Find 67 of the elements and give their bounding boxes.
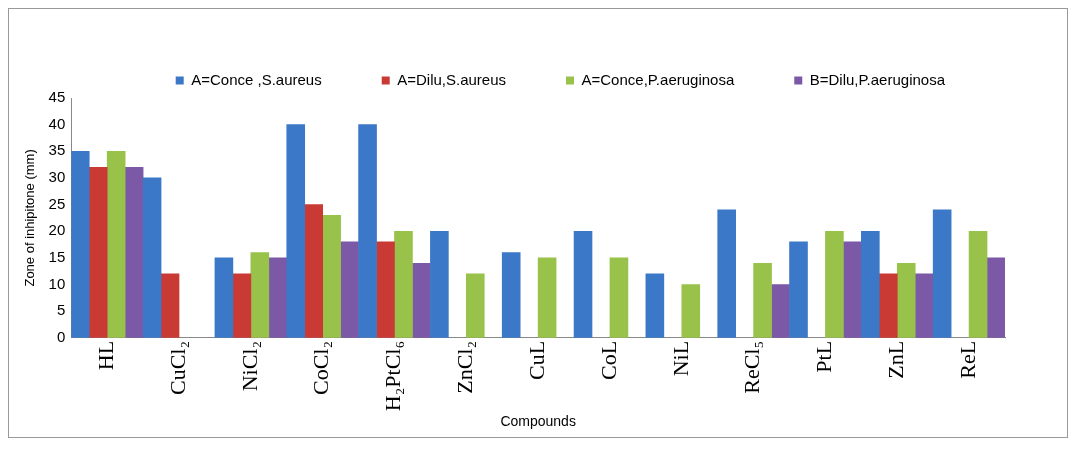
x-tick-label: CuL <box>523 340 549 380</box>
y-tick-label: 5 <box>56 301 66 319</box>
x-tick-label: HL <box>92 340 118 371</box>
bar <box>430 230 449 338</box>
y-tick-label: 20 <box>48 221 66 239</box>
bar <box>71 150 90 338</box>
bar <box>537 257 557 338</box>
bar <box>501 252 521 338</box>
y-tick-label: 40 <box>48 114 66 132</box>
x-axis-title: Compounds <box>500 413 576 430</box>
x-tick-label: ReL <box>954 340 980 379</box>
bar <box>88 166 108 338</box>
y-tick-label: 35 <box>48 141 66 159</box>
bar <box>825 230 844 338</box>
legend-label: A=Conce,P.aeruginosa <box>581 70 735 88</box>
y-tick-label: 25 <box>48 194 66 212</box>
bar <box>232 273 252 338</box>
x-tick-label: CuCl₂ <box>164 340 190 395</box>
bar <box>986 257 1005 338</box>
bar <box>932 209 952 338</box>
bar <box>394 230 413 338</box>
x-tick-label: NiL <box>667 340 693 377</box>
bar <box>304 204 323 338</box>
bar <box>573 230 593 338</box>
bar <box>286 124 306 338</box>
x-tick-label: ZnL <box>883 340 909 379</box>
bar <box>340 241 359 338</box>
bar <box>789 241 808 338</box>
bar <box>465 273 485 338</box>
x-tick-label: ZnCl₂ <box>452 340 478 394</box>
bar <box>717 209 736 338</box>
bar <box>358 124 377 338</box>
bar <box>968 230 988 338</box>
bar <box>106 150 126 338</box>
bar <box>214 257 234 338</box>
bar <box>160 273 180 338</box>
x-tick-label: CoCl₂ <box>308 340 334 395</box>
x-tick-label: ReCl₅ <box>739 340 765 394</box>
bar <box>896 262 916 338</box>
y-tick-label: 45 <box>48 88 66 106</box>
legend-label: A=Dilu,S.aureus <box>397 70 507 88</box>
y-tick-label: 0 <box>56 327 66 345</box>
bar <box>843 241 862 338</box>
bar <box>753 262 772 338</box>
bar <box>142 177 162 338</box>
bar <box>250 252 270 338</box>
bar <box>376 241 395 338</box>
bar <box>609 257 629 338</box>
bar <box>861 230 880 338</box>
y-tick-label: 30 <box>48 168 66 186</box>
bar <box>878 273 898 338</box>
bar <box>322 214 341 338</box>
bar <box>412 262 431 338</box>
legend-label: A=Conce ,S.aureus <box>191 70 322 88</box>
bar <box>681 284 701 338</box>
bar <box>771 284 790 338</box>
x-tick-label: CoL <box>595 340 621 380</box>
y-tick-label: 15 <box>48 248 66 266</box>
bar <box>268 257 288 338</box>
bar <box>124 166 144 338</box>
bar <box>645 273 665 338</box>
x-tick-label: PtL <box>811 340 837 373</box>
x-tick-label: H₂PtCl₆ <box>380 340 406 412</box>
legend-label: B=Dilu,P.aeruginosa <box>809 70 946 88</box>
y-axis-title: Zone of inhipitone (mm) <box>22 149 38 287</box>
y-tick-label: 10 <box>48 274 66 292</box>
x-tick-label: NiCl₂ <box>236 340 262 392</box>
